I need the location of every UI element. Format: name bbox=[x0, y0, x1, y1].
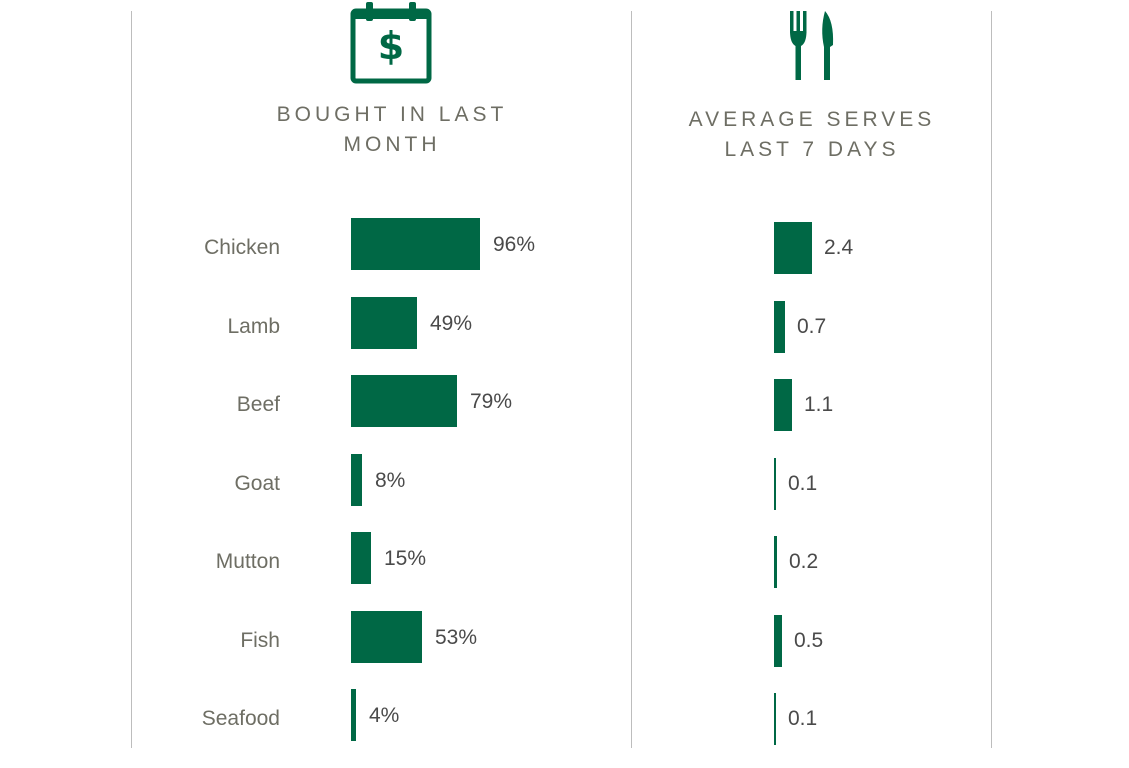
category-label-goat: Goat bbox=[234, 472, 280, 495]
serves-value-chicken: 2.4 bbox=[824, 236, 854, 259]
bought-value-seafood: 4% bbox=[369, 704, 400, 727]
category-label-fish: Fish bbox=[240, 629, 280, 652]
fork-knife-icon bbox=[790, 11, 834, 80]
bought-bar-beef bbox=[351, 375, 457, 427]
serves-value-goat: 0.1 bbox=[788, 472, 818, 495]
category-label-chicken: Chicken bbox=[204, 236, 280, 259]
bought-bar-lamb bbox=[351, 297, 417, 349]
serves-value-seafood: 0.1 bbox=[788, 707, 818, 730]
left-panel-title: BOUGHT IN LAST MONTH bbox=[262, 100, 522, 160]
bought-value-mutton: 15% bbox=[384, 547, 427, 570]
bought-value-beef: 79% bbox=[470, 390, 513, 413]
bought-bar-mutton bbox=[351, 532, 371, 584]
svg-text:$: $ bbox=[378, 24, 404, 68]
category-label-mutton: Mutton bbox=[215, 550, 280, 573]
category-label-lamb: Lamb bbox=[227, 315, 280, 338]
divider-right bbox=[991, 11, 992, 748]
divider-middle bbox=[631, 11, 632, 748]
left-title-line-1: BOUGHT IN LAST bbox=[276, 103, 508, 126]
serves-bar-chicken bbox=[774, 222, 812, 274]
bought-value-goat: 8% bbox=[375, 469, 406, 492]
serves-bar-fish bbox=[774, 615, 782, 667]
serves-value-mutton: 0.2 bbox=[789, 550, 819, 573]
bought-value-fish: 53% bbox=[435, 626, 478, 649]
category-label-seafood: Seafood bbox=[201, 707, 280, 730]
bought-bar-chicken bbox=[351, 218, 480, 270]
bought-bar-seafood bbox=[351, 689, 356, 741]
divider-left bbox=[131, 11, 132, 748]
bought-value-lamb: 49% bbox=[430, 312, 473, 335]
serves-bar-lamb bbox=[774, 301, 785, 353]
serves-bar-mutton bbox=[774, 536, 777, 588]
serves-value-lamb: 0.7 bbox=[797, 315, 827, 338]
bought-value-chicken: 96% bbox=[493, 233, 536, 256]
category-label-beef: Beef bbox=[236, 393, 280, 416]
bought-bar-goat bbox=[351, 454, 362, 506]
calendar-dollar-icon: $ bbox=[350, 2, 432, 84]
serves-bar-goat bbox=[774, 458, 776, 510]
serves-bar-seafood bbox=[774, 693, 776, 745]
right-title-line-2: LAST 7 DAYS bbox=[724, 138, 900, 161]
left-title-line-2: MONTH bbox=[343, 133, 441, 156]
serves-value-beef: 1.1 bbox=[804, 393, 834, 416]
right-panel-title: AVERAGE SERVES LAST 7 DAYS bbox=[672, 105, 952, 165]
bought-bar-fish bbox=[351, 611, 422, 663]
serves-bar-beef bbox=[774, 379, 792, 431]
serves-value-fish: 0.5 bbox=[794, 629, 824, 652]
right-title-line-1: AVERAGE SERVES bbox=[688, 108, 936, 131]
